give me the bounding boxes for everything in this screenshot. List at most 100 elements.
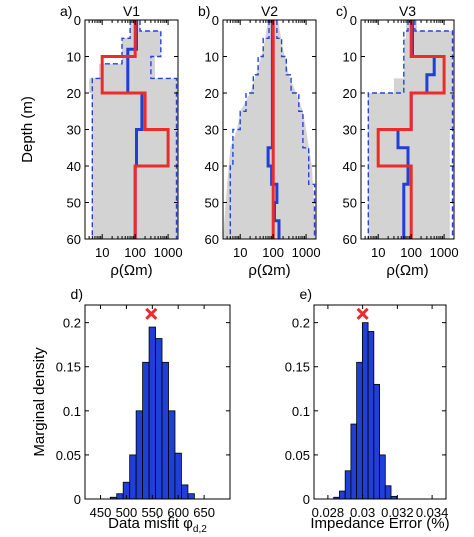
true-value-marker bbox=[145, 307, 158, 320]
histogram-bar bbox=[373, 383, 380, 500]
y-tick-label: 0 bbox=[74, 13, 81, 28]
x-axis-label: Data misfit φd,2 bbox=[108, 515, 207, 535]
x-tick-label: 1000 bbox=[154, 245, 183, 260]
axes-frame bbox=[313, 304, 447, 500]
histogram-bar bbox=[379, 454, 386, 500]
y-tick-label: 30 bbox=[205, 123, 219, 138]
x-tick-label: 0.03 bbox=[350, 505, 375, 520]
x-tick-label: 100 bbox=[400, 245, 422, 260]
posterior-envelope bbox=[223, 20, 316, 239]
histogram-bar bbox=[148, 326, 156, 500]
y-tick-label: 20 bbox=[343, 86, 357, 101]
y-tick-label: 60 bbox=[67, 232, 81, 247]
upper-bound-line bbox=[414, 20, 454, 239]
histogram-bar bbox=[161, 361, 169, 500]
axes-frame bbox=[84, 304, 231, 500]
upper-bound-line bbox=[276, 20, 316, 239]
panel-label: e) bbox=[300, 286, 312, 302]
x-tick-label: 500 bbox=[116, 505, 138, 520]
histogram-bar bbox=[367, 331, 375, 500]
histogram-bar bbox=[384, 485, 392, 500]
panel-label: c) bbox=[336, 3, 348, 19]
y-tick-label: 0.2 bbox=[63, 316, 81, 331]
y-tick-label: 0.1 bbox=[292, 404, 310, 419]
y-tick-label: 0.15 bbox=[285, 360, 310, 375]
x-axis-label-subscript: d,2 bbox=[193, 524, 207, 535]
x-tick-label: 100 bbox=[262, 245, 284, 260]
histogram-bar bbox=[142, 361, 150, 500]
y-tick-label: 50 bbox=[343, 196, 357, 211]
histogram-bar bbox=[135, 410, 144, 500]
y-tick-label: 10 bbox=[205, 50, 219, 65]
y-tick-label: 60 bbox=[343, 232, 357, 247]
panel-title: V1 bbox=[123, 3, 140, 19]
histogram-bar bbox=[339, 490, 346, 500]
profile-panel-3 bbox=[360, 19, 455, 240]
y-tick-label: 0.15 bbox=[56, 360, 81, 375]
histogram-panel-1 bbox=[84, 304, 231, 500]
panel-label: a) bbox=[60, 3, 72, 19]
histogram-bar bbox=[361, 322, 369, 500]
histogram-bar bbox=[168, 410, 176, 500]
x-tick-label: 10 bbox=[95, 245, 109, 260]
y-tick-label: 0 bbox=[350, 13, 357, 28]
panel-label: d) bbox=[71, 286, 83, 302]
y-tick-label: 30 bbox=[67, 123, 81, 138]
x-tick-label: 10 bbox=[371, 245, 385, 260]
posterior-envelope bbox=[89, 20, 178, 239]
y-tick-label: 40 bbox=[67, 159, 81, 174]
y-tick-label: 0 bbox=[303, 492, 310, 507]
y-tick-label: 50 bbox=[67, 196, 81, 211]
x-axis-label: ρ(Ωm) bbox=[110, 262, 152, 279]
histogram-bar bbox=[155, 338, 163, 500]
y-tick-label: 60 bbox=[205, 232, 219, 247]
y-tick-label: 20 bbox=[205, 86, 219, 101]
y-tick-label: 30 bbox=[343, 123, 357, 138]
x-tick-label: 550 bbox=[141, 505, 163, 520]
panel-title: V2 bbox=[261, 3, 278, 19]
lower-bound-line bbox=[91, 20, 131, 239]
profile-panel-2 bbox=[222, 19, 317, 240]
x-axis-label: ρ(Ωm) bbox=[248, 262, 290, 279]
true-line bbox=[376, 20, 446, 239]
y-tick-label: 0.05 bbox=[56, 448, 81, 463]
x-tick-label: 650 bbox=[193, 505, 215, 520]
histogram-bar bbox=[356, 361, 363, 500]
x-axis-label: Impedance Error (%) bbox=[310, 515, 449, 532]
x-axis-label-main: Impedance Error (%) bbox=[310, 515, 449, 532]
x-tick-label: 0.034 bbox=[416, 505, 449, 520]
histogram-bar bbox=[181, 484, 189, 500]
true-line bbox=[100, 20, 170, 239]
y-tick-label: 40 bbox=[343, 159, 357, 174]
histogram-bar bbox=[344, 470, 352, 500]
histogram-panel-2 bbox=[313, 304, 447, 500]
marker-stroke bbox=[145, 307, 158, 320]
histogram-bar bbox=[350, 423, 358, 500]
y-tick-label: 40 bbox=[205, 159, 219, 174]
profile-panel-1 bbox=[84, 19, 179, 240]
y-axis-label: Depth (m) bbox=[19, 96, 36, 163]
y-tick-label: 10 bbox=[67, 50, 81, 65]
y-tick-label: 0.05 bbox=[285, 448, 310, 463]
y-tick-label: 0 bbox=[212, 13, 219, 28]
x-tick-label: 0.032 bbox=[381, 505, 414, 520]
x-tick-label: 1000 bbox=[292, 245, 321, 260]
y-tick-label: 0 bbox=[74, 492, 81, 507]
y-tick-label: 50 bbox=[205, 196, 219, 211]
panel-label: b) bbox=[198, 3, 210, 19]
histogram-bar bbox=[187, 493, 195, 500]
histogram-bar bbox=[116, 493, 124, 500]
x-tick-label: 0.028 bbox=[312, 505, 345, 520]
y-tick-label: 20 bbox=[67, 86, 81, 101]
histogram-bar bbox=[129, 454, 137, 500]
x-axis-label: ρ(Ωm) bbox=[386, 262, 428, 279]
x-tick-label: 1000 bbox=[430, 245, 459, 260]
y-tick-label: 10 bbox=[343, 50, 357, 65]
marker-stroke bbox=[356, 307, 369, 320]
true-value-marker bbox=[356, 307, 369, 320]
lower-bound-line bbox=[367, 20, 409, 239]
histogram-bar bbox=[174, 452, 182, 500]
y-tick-label: 0.1 bbox=[63, 404, 81, 419]
x-tick-label: 450 bbox=[90, 505, 112, 520]
